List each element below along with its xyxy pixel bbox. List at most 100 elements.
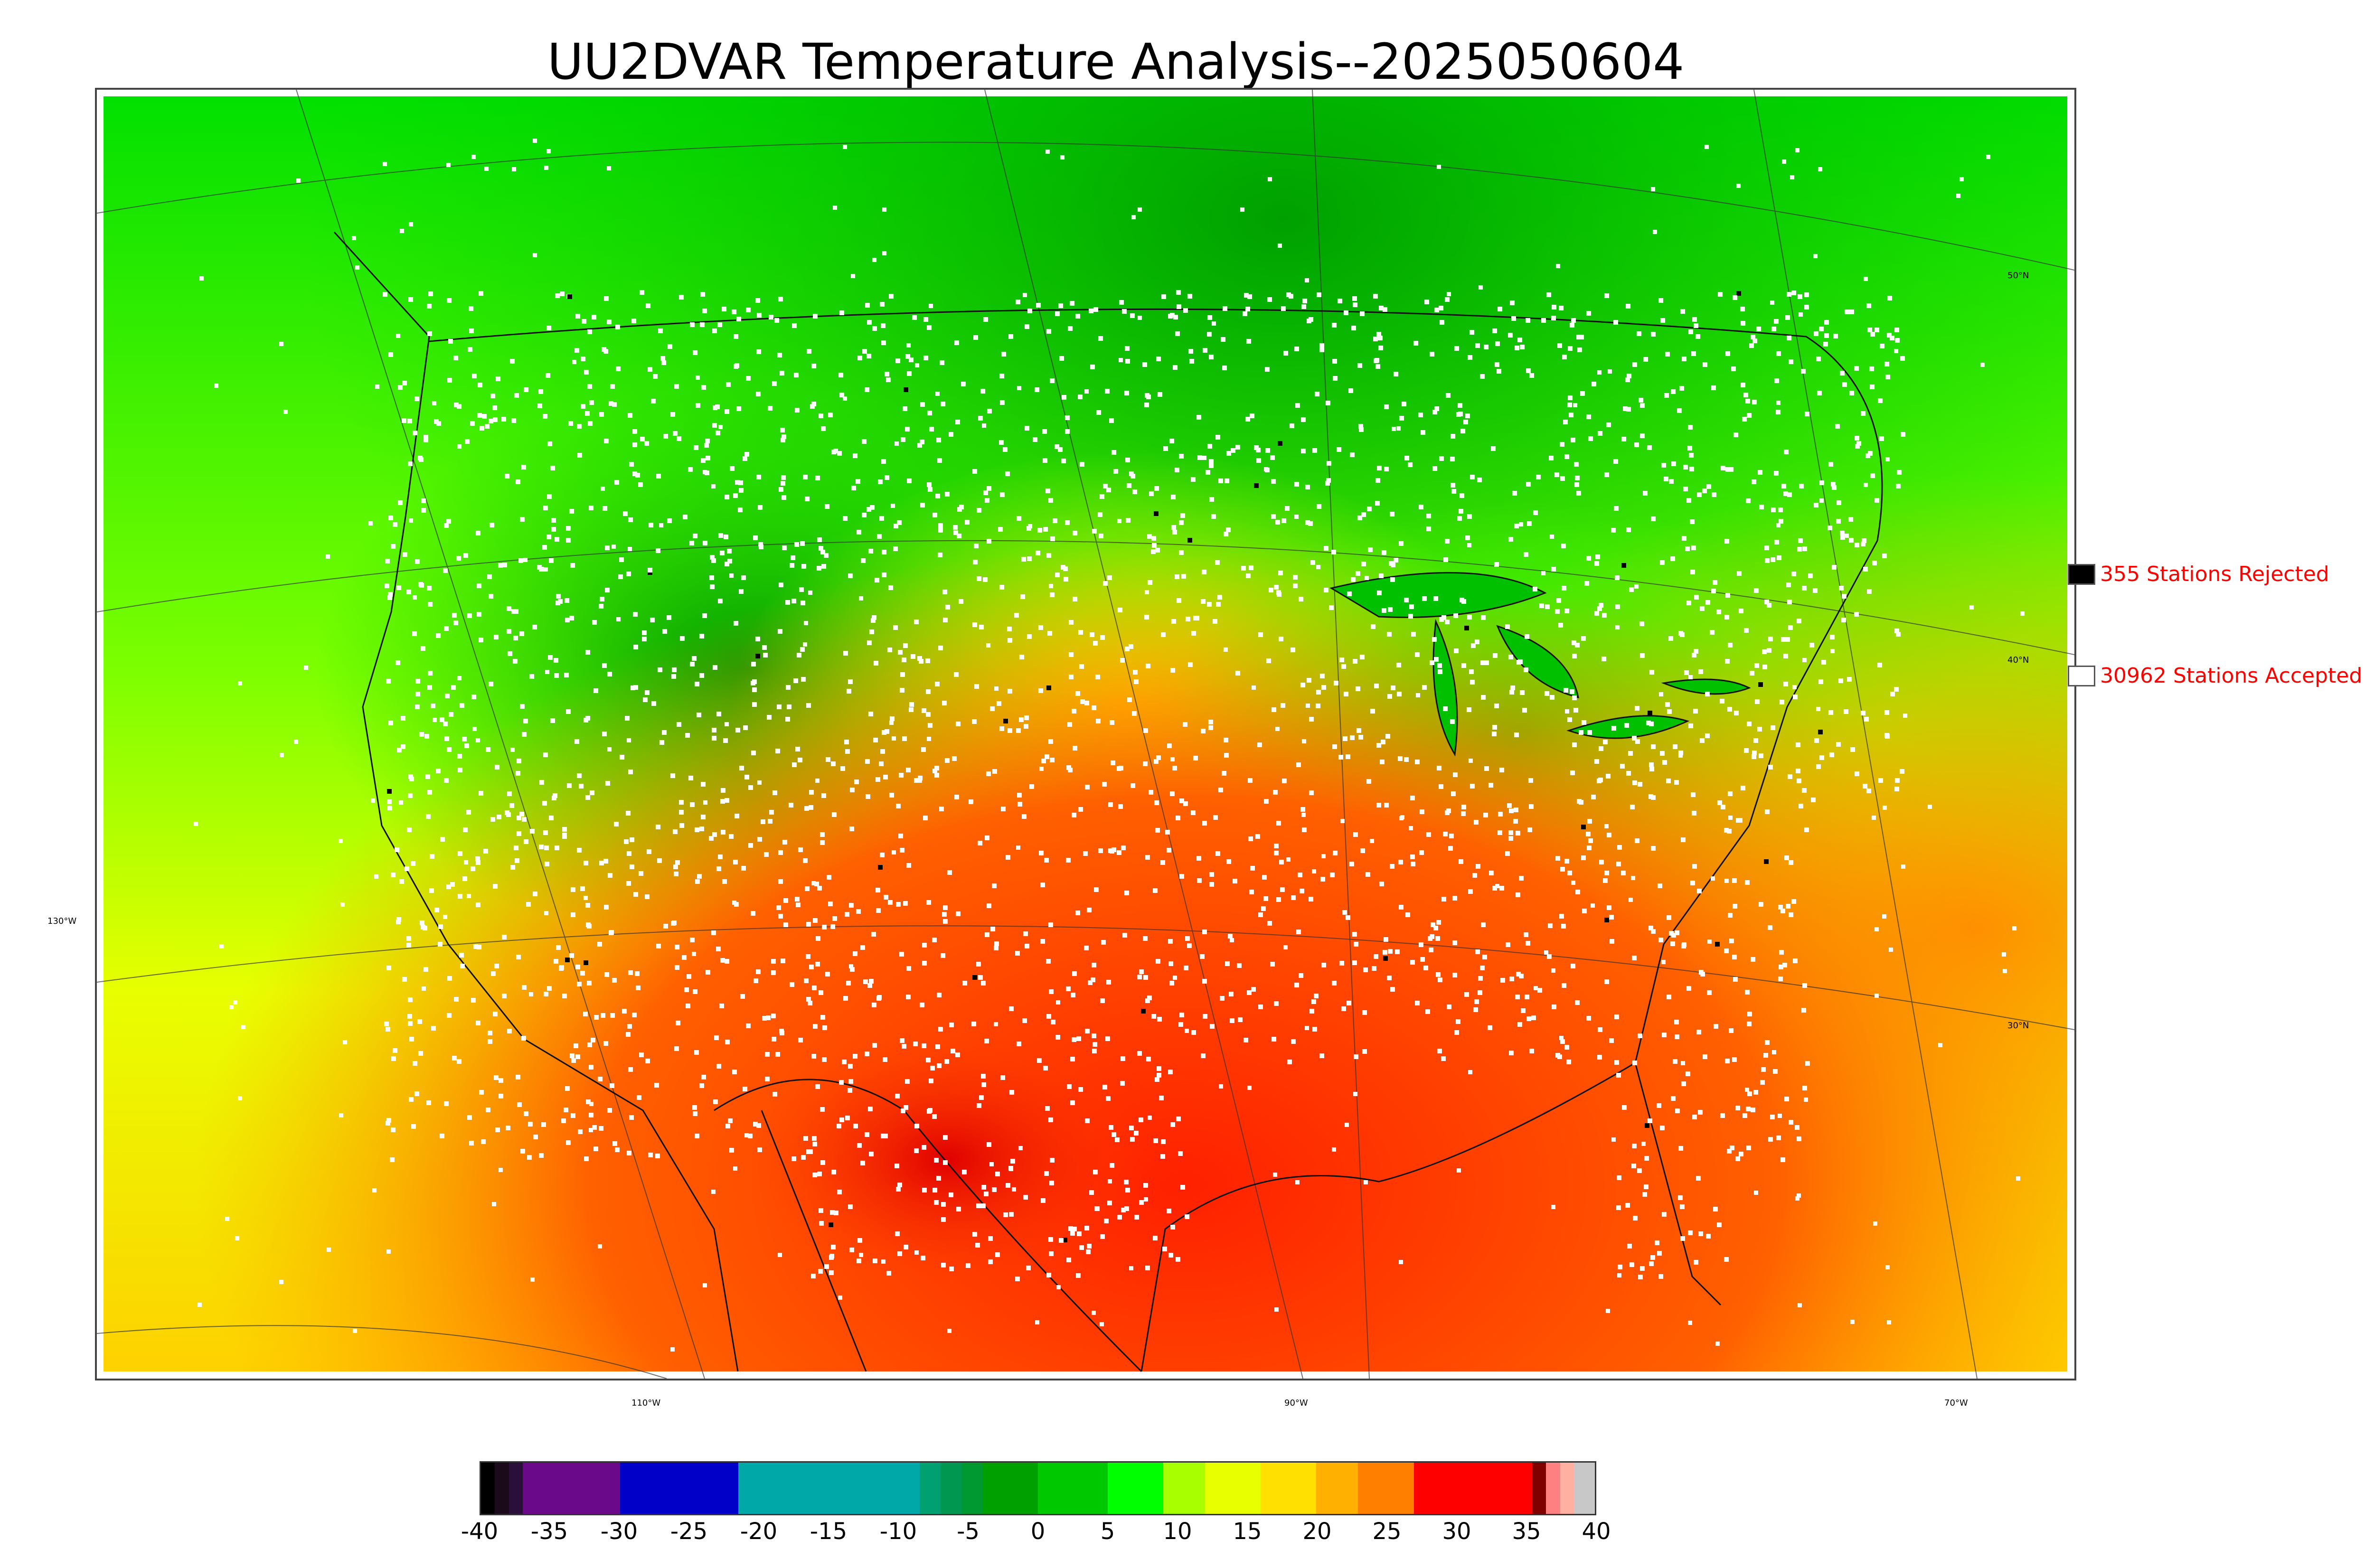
accepted-station-marker bbox=[824, 553, 829, 558]
accepted-station-marker bbox=[1127, 697, 1132, 702]
accepted-station-marker bbox=[519, 812, 524, 817]
accepted-station-marker bbox=[716, 431, 720, 435]
accepted-station-marker bbox=[1366, 779, 1371, 784]
accepted-station-marker bbox=[1108, 848, 1113, 853]
accepted-station-marker bbox=[879, 761, 884, 766]
accepted-station-marker bbox=[790, 982, 794, 987]
accepted-station-marker bbox=[771, 959, 776, 964]
accepted-station-marker bbox=[1682, 357, 1686, 361]
accepted-station-marker bbox=[1623, 406, 1628, 411]
accepted-station-marker bbox=[1050, 592, 1055, 597]
accepted-station-marker bbox=[914, 1124, 919, 1128]
accepted-station-marker bbox=[1143, 1183, 1148, 1188]
accepted-station-marker bbox=[542, 545, 547, 550]
accepted-station-marker bbox=[650, 618, 655, 622]
accepted-station-marker bbox=[1390, 577, 1395, 582]
accepted-station-marker bbox=[1286, 857, 1291, 862]
accepted-station-marker bbox=[1804, 1098, 1808, 1102]
accepted-station-marker bbox=[922, 1043, 926, 1048]
accepted-station-marker bbox=[1434, 406, 1439, 411]
accepted-station-marker bbox=[627, 851, 631, 856]
accepted-station-marker bbox=[881, 323, 886, 328]
accepted-station-marker bbox=[1776, 523, 1780, 527]
accepted-station-marker bbox=[1296, 930, 1301, 934]
accepted-station-marker bbox=[1206, 470, 1210, 475]
accepted-station-marker bbox=[1830, 635, 1835, 639]
accepted-station-marker bbox=[1591, 795, 1596, 799]
accepted-station-marker bbox=[1564, 1045, 1569, 1050]
accepted-station-marker bbox=[1560, 476, 1565, 481]
accepted-station-marker bbox=[1870, 385, 1875, 389]
accepted-station-marker bbox=[920, 440, 924, 444]
accepted-station-marker bbox=[1443, 832, 1448, 836]
accepted-station-marker bbox=[1598, 431, 1602, 436]
accepted-station-marker bbox=[569, 509, 574, 514]
accepted-station-marker bbox=[1529, 373, 1534, 378]
accepted-station-marker bbox=[956, 722, 961, 726]
accepted-station-marker bbox=[1179, 798, 1184, 803]
accepted-station-marker bbox=[828, 413, 833, 417]
accepted-station-marker bbox=[685, 733, 690, 738]
accepted-station-marker bbox=[1678, 631, 1683, 636]
accepted-station-marker bbox=[1570, 323, 1574, 328]
accepted-station-marker bbox=[480, 426, 484, 431]
accepted-station-marker bbox=[386, 679, 391, 684]
accepted-station-marker bbox=[1332, 323, 1337, 328]
rejected-station-marker bbox=[1141, 1009, 1146, 1014]
accepted-station-marker bbox=[1488, 783, 1493, 788]
accepted-station-marker bbox=[781, 958, 785, 963]
accepted-station-marker bbox=[415, 396, 419, 401]
accepted-station-marker bbox=[533, 1135, 538, 1139]
accepted-station-marker bbox=[744, 775, 749, 779]
accepted-station-marker bbox=[776, 905, 781, 910]
accepted-station-marker bbox=[398, 385, 403, 390]
accepted-station-marker bbox=[1160, 860, 1165, 865]
accepted-station-marker bbox=[1127, 483, 1131, 488]
accepted-station-marker bbox=[1079, 664, 1084, 669]
accepted-station-marker bbox=[922, 943, 927, 948]
accepted-station-marker bbox=[388, 721, 393, 725]
accepted-station-marker bbox=[1179, 454, 1184, 459]
accepted-station-marker bbox=[848, 1064, 853, 1069]
accepted-station-marker bbox=[1471, 643, 1476, 648]
accepted-station-marker bbox=[401, 716, 405, 721]
accepted-station-marker bbox=[1638, 1033, 1642, 1038]
accepted-station-marker bbox=[994, 946, 999, 950]
accepted-station-marker bbox=[1509, 976, 1514, 981]
accepted-station-marker bbox=[1438, 977, 1442, 982]
accepted-station-marker bbox=[777, 704, 782, 709]
accepted-station-marker bbox=[792, 323, 797, 328]
accepted-station-marker bbox=[702, 613, 707, 618]
accepted-station-marker bbox=[279, 342, 283, 346]
temperature-map[interactable] bbox=[95, 88, 2076, 1380]
accepted-station-marker bbox=[1617, 845, 1622, 850]
accepted-station-marker bbox=[1539, 603, 1544, 608]
colorbar-segment bbox=[1573, 1463, 1595, 1514]
accepted-station-marker bbox=[779, 487, 783, 492]
accepted-station-marker bbox=[690, 938, 695, 942]
accepted-station-marker bbox=[1541, 318, 1546, 323]
accepted-station-marker bbox=[1378, 346, 1383, 350]
accepted-station-marker bbox=[1875, 328, 1879, 332]
accepted-station-marker bbox=[778, 297, 783, 301]
colorbar-tick-label: -5 bbox=[957, 1518, 980, 1545]
accepted-station-marker bbox=[1519, 876, 1524, 881]
accepted-station-marker bbox=[1301, 304, 1306, 309]
rejected-station-marker bbox=[1464, 626, 1469, 630]
accepted-station-marker bbox=[1095, 675, 1100, 679]
accepted-station-marker bbox=[1196, 415, 1201, 420]
accepted-station-marker bbox=[998, 527, 1003, 532]
accepted-station-marker bbox=[1040, 939, 1045, 944]
accepted-station-marker bbox=[732, 310, 736, 314]
accepted-station-marker bbox=[734, 334, 738, 339]
accepted-station-marker bbox=[1129, 644, 1133, 649]
legend-rejected: 355 Stations Rejected bbox=[2068, 562, 2329, 586]
accepted-station-marker bbox=[899, 952, 904, 957]
accepted-station-marker bbox=[872, 1003, 876, 1007]
accepted-station-marker bbox=[599, 412, 604, 417]
accepted-station-marker bbox=[517, 831, 521, 836]
accepted-station-marker bbox=[697, 874, 702, 879]
accepted-station-marker bbox=[427, 685, 432, 690]
accepted-station-marker bbox=[1396, 663, 1401, 667]
accepted-station-marker bbox=[1667, 995, 1671, 999]
